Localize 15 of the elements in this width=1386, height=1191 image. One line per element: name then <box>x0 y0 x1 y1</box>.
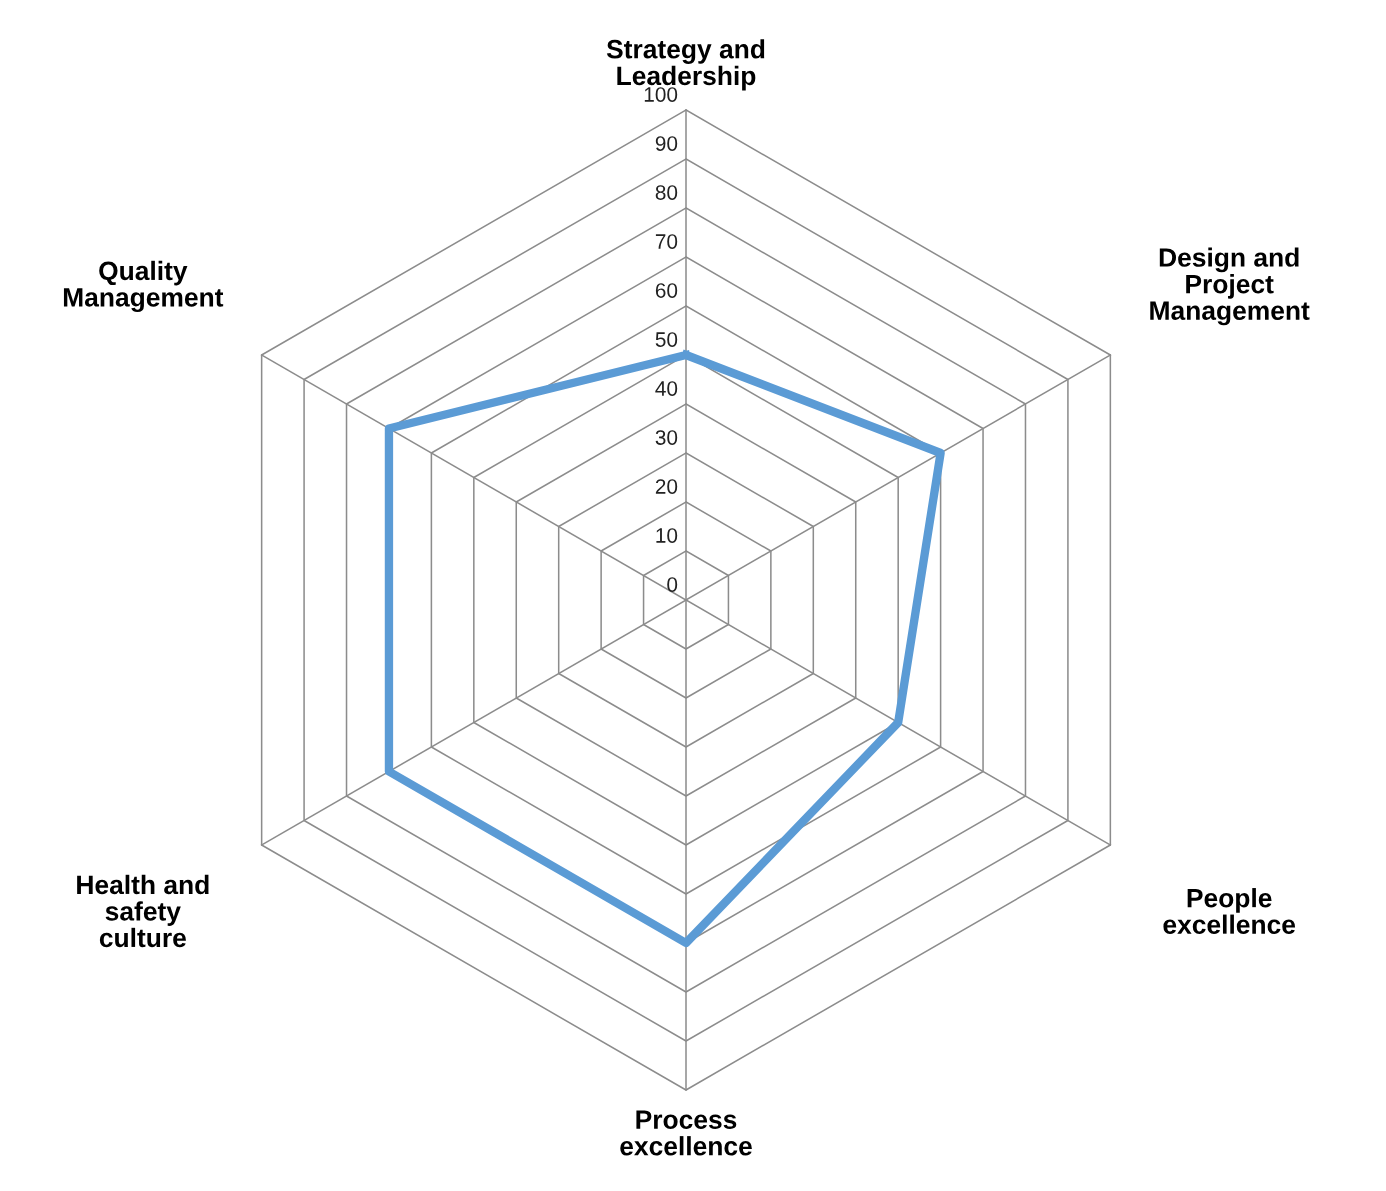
spoke-label: Quality Management <box>63 260 224 313</box>
y-tick-label: 30 <box>655 430 678 445</box>
spoke-label: Health and safety culture <box>77 874 209 948</box>
y-tick-label: 20 <box>655 479 678 494</box>
spoke-label: Design and Project Management <box>1150 247 1310 326</box>
y-tick-label: 0 <box>667 577 678 592</box>
y-tick-label: 90 <box>655 136 678 151</box>
y-tick-label: 40 <box>655 381 678 396</box>
y-tick-label: 10 <box>656 528 678 543</box>
y-tick-label: 50 <box>655 332 678 347</box>
y-tick-label: 60 <box>655 283 678 298</box>
y-tick-label: 80 <box>655 185 678 200</box>
spoke-label: Process excellence <box>620 1110 752 1156</box>
y-tick-label: 70 <box>655 234 678 249</box>
spoke-label: People excellence <box>1163 888 1296 934</box>
